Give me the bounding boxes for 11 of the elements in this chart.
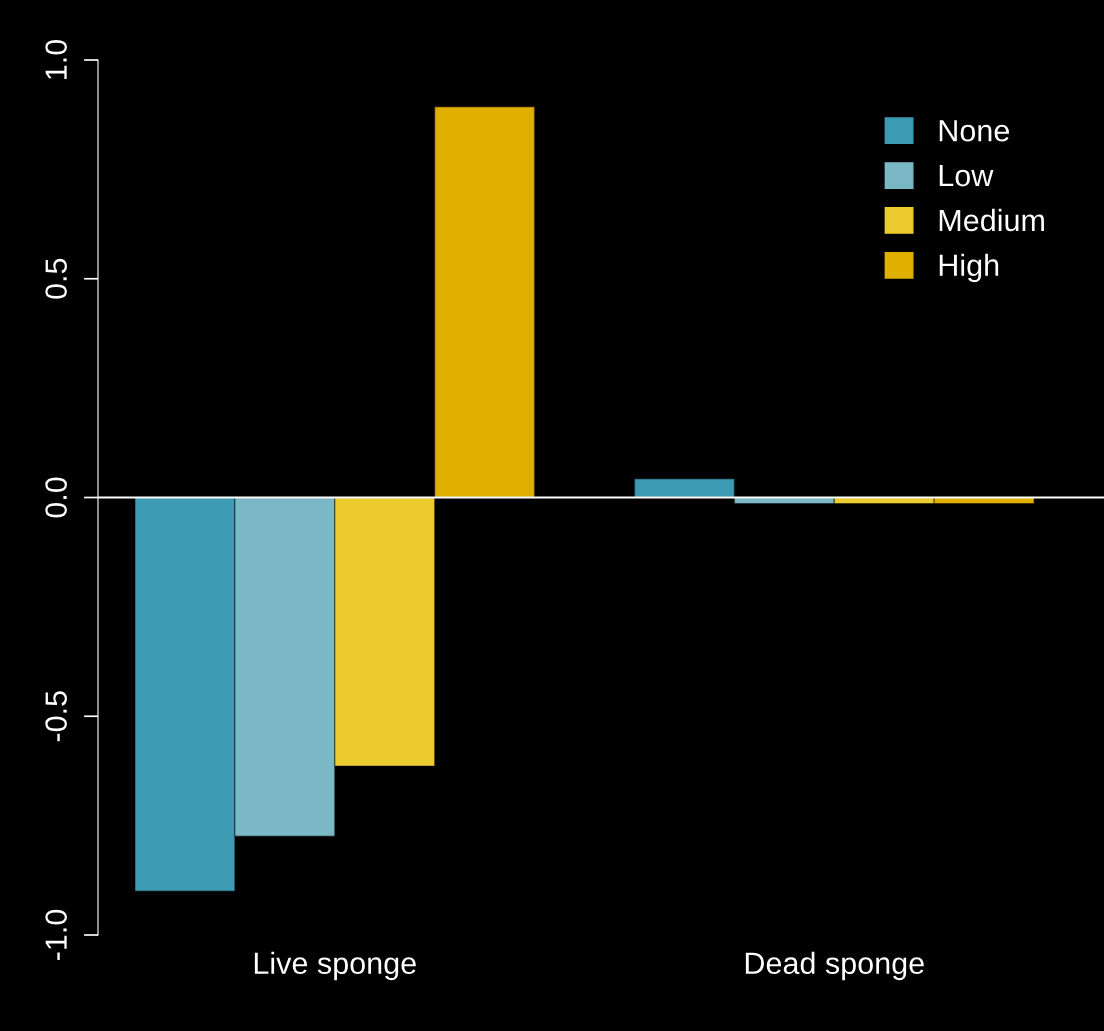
y-tick-label: 1.0 xyxy=(45,39,67,79)
x-tick-label: Live sponge xyxy=(254,951,416,981)
y-tick-label: -1.0 xyxy=(45,909,67,960)
legend-label: None xyxy=(939,120,1009,142)
x-tick-label: Dead sponge xyxy=(745,951,924,981)
legend-label: Low xyxy=(939,165,994,187)
legend-label: High xyxy=(939,253,999,283)
y-tick-label: -0.5 xyxy=(45,691,67,742)
y-tick-label: 0.5 xyxy=(45,258,67,299)
legend-label: Medium xyxy=(939,208,1044,232)
y-tick-label: 0.0 xyxy=(45,477,67,518)
